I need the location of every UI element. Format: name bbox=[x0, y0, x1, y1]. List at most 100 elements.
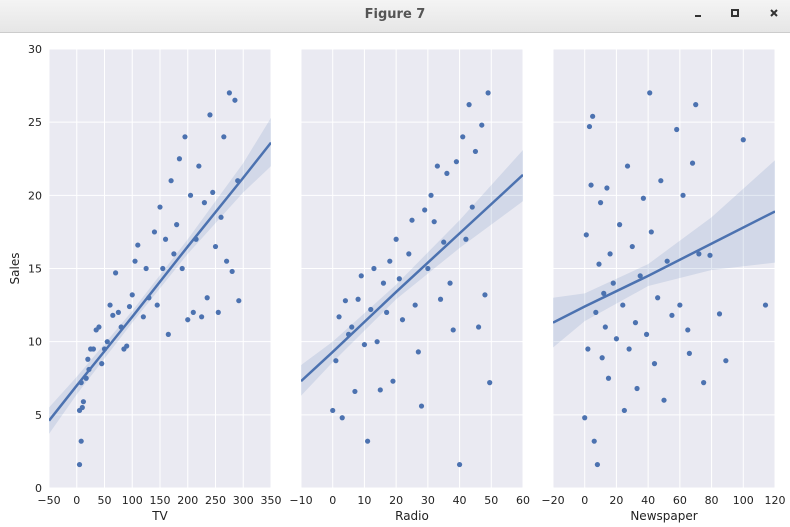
point bbox=[349, 324, 355, 330]
point bbox=[651, 361, 658, 367]
point bbox=[171, 251, 177, 257]
point bbox=[632, 320, 639, 326]
x-tick-label: 80 bbox=[705, 494, 719, 507]
point bbox=[716, 311, 723, 317]
confidence-band bbox=[553, 160, 775, 348]
point bbox=[339, 415, 345, 421]
x-tick-label: 150 bbox=[150, 494, 171, 507]
point bbox=[396, 276, 402, 282]
x-tick-label: 20 bbox=[389, 494, 403, 507]
point bbox=[333, 358, 339, 364]
point bbox=[151, 229, 158, 235]
point bbox=[99, 361, 105, 367]
point bbox=[689, 160, 696, 166]
point bbox=[361, 341, 368, 348]
point bbox=[210, 189, 216, 196]
close-button[interactable] bbox=[770, 9, 778, 17]
point bbox=[437, 296, 444, 302]
point bbox=[479, 122, 485, 128]
point bbox=[723, 358, 729, 364]
point bbox=[685, 327, 691, 333]
point bbox=[176, 156, 183, 162]
point bbox=[582, 415, 588, 421]
point bbox=[221, 134, 227, 140]
x-tick-label: 60 bbox=[673, 494, 687, 507]
point bbox=[487, 380, 493, 386]
maximize-button[interactable] bbox=[731, 9, 739, 17]
point bbox=[212, 243, 219, 250]
point bbox=[387, 258, 393, 264]
plot-layer bbox=[49, 90, 271, 468]
point bbox=[621, 407, 627, 414]
point bbox=[232, 97, 238, 103]
point bbox=[409, 217, 415, 223]
point bbox=[425, 265, 431, 272]
x-tick-label: 0 bbox=[329, 494, 336, 507]
point bbox=[199, 314, 205, 320]
point bbox=[624, 163, 631, 169]
x-tick-label: 100 bbox=[733, 494, 754, 507]
point bbox=[463, 236, 469, 242]
point bbox=[168, 178, 174, 184]
point bbox=[466, 102, 472, 108]
point bbox=[444, 170, 450, 176]
point bbox=[686, 350, 692, 356]
point bbox=[431, 219, 437, 225]
point bbox=[655, 295, 661, 301]
point bbox=[762, 302, 769, 308]
point bbox=[380, 280, 387, 286]
point bbox=[588, 182, 594, 188]
point bbox=[80, 399, 87, 405]
point bbox=[406, 251, 412, 257]
x-tick-label: 250 bbox=[205, 494, 226, 507]
point bbox=[613, 336, 620, 342]
point bbox=[113, 270, 119, 276]
point bbox=[126, 303, 133, 310]
point bbox=[640, 195, 646, 201]
point bbox=[78, 438, 84, 444]
point bbox=[604, 185, 610, 191]
y-axis-label: Sales bbox=[8, 253, 22, 285]
point bbox=[174, 222, 180, 228]
point bbox=[593, 309, 599, 315]
point bbox=[393, 236, 399, 242]
point bbox=[215, 309, 221, 315]
point bbox=[390, 378, 396, 384]
point bbox=[696, 251, 702, 257]
confidence-band bbox=[301, 149, 523, 396]
point bbox=[610, 280, 616, 286]
point bbox=[355, 296, 361, 302]
point bbox=[607, 251, 613, 257]
point bbox=[447, 280, 453, 286]
point bbox=[629, 243, 635, 250]
point bbox=[469, 204, 475, 210]
x-tick-label: 50 bbox=[484, 494, 498, 507]
point bbox=[162, 236, 169, 242]
point bbox=[450, 327, 456, 333]
x-tick-label: 20 bbox=[609, 494, 623, 507]
point bbox=[124, 343, 130, 349]
point bbox=[648, 229, 654, 235]
window-title: Figure 7 bbox=[364, 7, 426, 22]
point bbox=[601, 290, 607, 296]
point bbox=[637, 273, 643, 279]
point bbox=[586, 123, 593, 130]
x-tick-label: 350 bbox=[261, 494, 282, 507]
y-tick-label: 20 bbox=[28, 189, 42, 202]
point bbox=[596, 261, 602, 267]
point bbox=[399, 317, 406, 323]
point bbox=[472, 148, 479, 155]
point bbox=[179, 265, 185, 272]
x-tick-label: 0 bbox=[581, 494, 588, 507]
point bbox=[96, 324, 102, 330]
y-tick-label: 25 bbox=[28, 116, 42, 129]
point bbox=[165, 331, 171, 337]
x-tick-label: 300 bbox=[233, 494, 254, 507]
point bbox=[626, 346, 632, 352]
point bbox=[236, 298, 242, 304]
point bbox=[428, 192, 434, 198]
point bbox=[422, 207, 428, 213]
x-axis-label: Radio bbox=[395, 509, 429, 523]
